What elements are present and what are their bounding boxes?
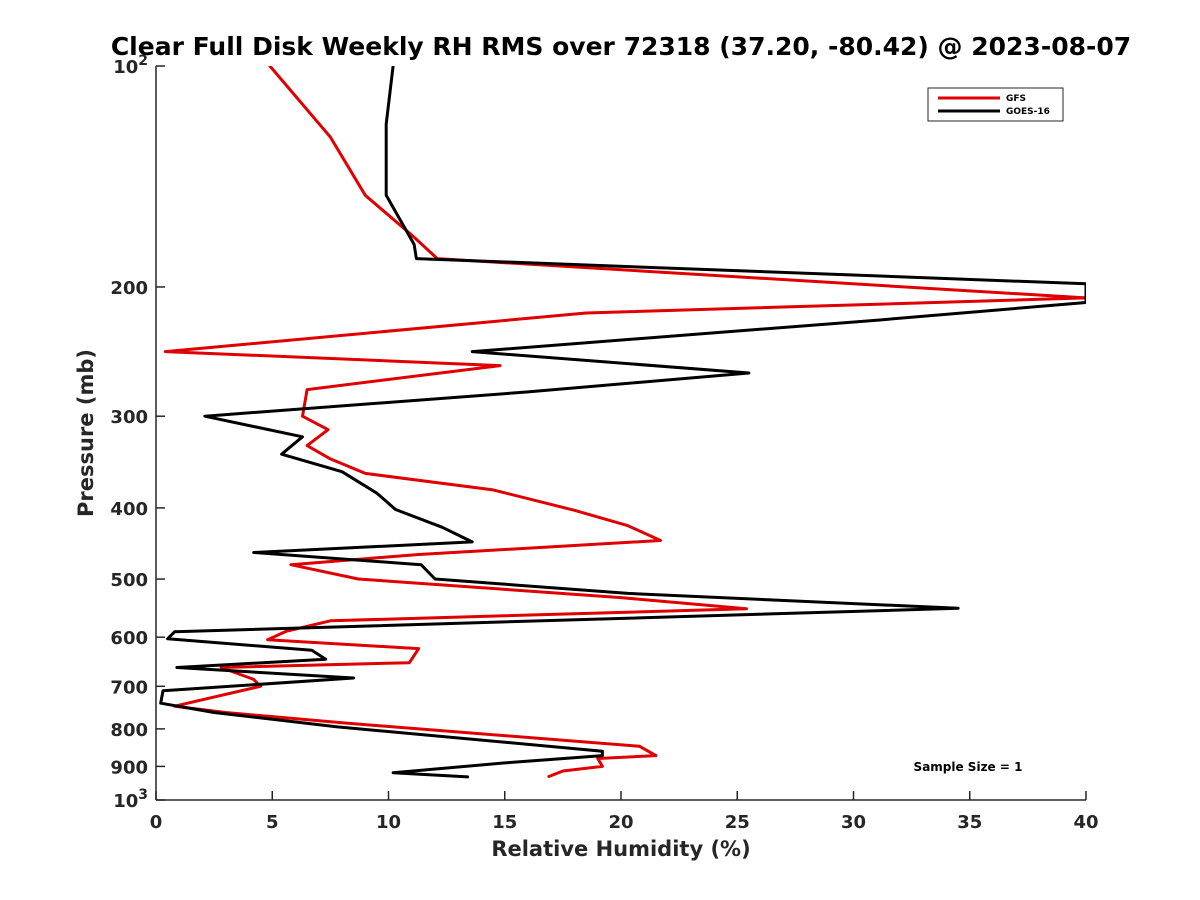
y-axis-label: Pressure (mb) bbox=[74, 349, 98, 517]
x-tick-label: 35 bbox=[957, 812, 982, 833]
x-tick-label: 40 bbox=[1073, 812, 1098, 833]
legend-label: GFS bbox=[1006, 94, 1026, 104]
x-tick-label: 20 bbox=[608, 812, 633, 833]
x-tick-label: 25 bbox=[725, 812, 750, 833]
x-tick-label: 30 bbox=[841, 812, 866, 833]
y-tick-label: 600 bbox=[110, 628, 148, 649]
y-tick-label: 400 bbox=[110, 499, 148, 520]
chart-title: Clear Full Disk Weekly RH RMS over 72318… bbox=[111, 32, 1131, 61]
y-tick-label: 700 bbox=[110, 677, 148, 698]
y-tick-label: 103 bbox=[113, 787, 148, 812]
y-tick-label: 900 bbox=[110, 757, 148, 778]
series-line-goes-16 bbox=[159, 66, 1086, 779]
legend-label: GOES-16 bbox=[1006, 107, 1050, 117]
y-tick-label: 200 bbox=[110, 278, 148, 299]
y-tick-label: 102 bbox=[113, 53, 148, 78]
plot-lines bbox=[159, 66, 1086, 779]
sample-size-annotation: Sample Size = 1 bbox=[914, 760, 1023, 774]
legend: GFS GOES-16 bbox=[927, 87, 1064, 122]
legend-box bbox=[927, 87, 1064, 122]
x-tick-label: 0 bbox=[150, 812, 163, 833]
axes: 0 5 10 15 20 25 30 35 40 102 200 300 400 500 600 700 800… bbox=[110, 53, 1098, 833]
y-tick-label: 300 bbox=[110, 407, 148, 428]
x-tick-label: 5 bbox=[266, 812, 279, 833]
x-tick-label: 10 bbox=[376, 812, 401, 833]
x-tick-label: 15 bbox=[492, 812, 517, 833]
y-tick-label: 500 bbox=[110, 570, 148, 591]
series-line-gfs bbox=[163, 66, 1086, 778]
y-tick-label: 800 bbox=[110, 720, 148, 741]
x-axis-label: Relative Humidity (%) bbox=[491, 837, 750, 861]
